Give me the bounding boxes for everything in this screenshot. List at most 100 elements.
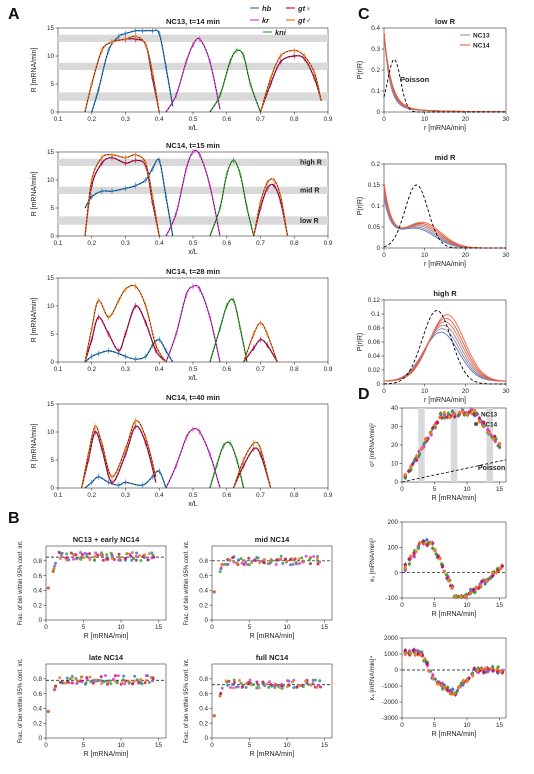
cumulant-point [461,679,466,683]
data-point [174,212,178,215]
y-tick-label: 0 [204,617,208,624]
fraction-point [144,679,148,683]
fraction-point [250,561,254,565]
data-point [124,453,127,456]
fraction-point [269,559,273,563]
x-tick-label: 0.8 [290,366,299,373]
x-tick-label: 0.8 [290,116,299,123]
fraction-point [80,675,84,679]
legend-label-nc14: NC14 [473,43,490,50]
data-point [141,29,144,32]
y-tick-label: 0.8 [199,558,208,565]
data-point [185,436,188,439]
fraction-point [241,684,245,688]
cumulant-point [427,669,431,673]
fraction-point [239,681,243,685]
chart-title: late NC14 [89,653,124,662]
fraction-point [147,681,151,685]
x-tick-label: 10 [117,742,125,749]
cumulant-point [442,411,446,415]
fraction-point [57,550,61,554]
y-tick-label: 0.06 [368,339,381,346]
fraction-point [123,682,127,686]
y-tick-label: 0 [394,479,398,486]
y-tick-label: 0 [376,381,380,388]
band-label-low: low R [300,218,319,225]
x-tick-label: 5 [433,722,437,729]
fraction-point [85,555,89,559]
band-label-mid: mid R [300,188,319,195]
y-axis-label: R [mRNA/min] [31,298,38,343]
fraction-point [71,557,75,561]
fraction-point [224,679,228,683]
x-tick-label: 0.7 [256,492,265,499]
data-point [100,162,104,165]
y-tick-label: 0.2 [371,161,380,168]
y-axis-label: κ₃ [mRNA/min]³ [369,538,376,582]
cumulant-point [403,648,407,652]
fraction-point [234,685,238,689]
data-point [208,184,212,187]
fraction-point [103,679,107,683]
fraction-point [219,566,223,570]
plot-frame [383,299,507,385]
y-tick-label: 0.1 [371,88,380,95]
data-point [134,29,137,32]
y-tick-label: 0.6 [33,691,42,698]
x-tick-label: 0 [382,252,386,259]
panel-letter-d: D [358,386,370,403]
cumulant-point [435,421,440,425]
expression-band [450,408,458,482]
cumulant-point [411,648,416,652]
y-tick-label: 0.1 [371,311,380,318]
data-point [225,304,228,308]
cumulant-point [403,563,407,567]
data-point [164,66,168,69]
y-tick-label: 0.4 [371,25,380,32]
fraction-point [247,680,251,684]
data-point [158,338,161,341]
fraction-point [281,561,285,565]
data-point [174,332,178,336]
fraction-point [146,558,150,562]
fraction-point [133,674,137,678]
data-point [100,49,104,52]
cumulant-point [463,594,467,598]
y-tick-label: 0.4 [33,706,42,713]
x-tick-label: 0.4 [155,492,164,499]
cumulant-point [459,681,463,685]
cumulant-point [469,591,473,596]
fraction-point [235,561,239,565]
fraction-point [254,559,258,563]
fraction-point [64,556,68,560]
fraction-point [93,558,97,562]
fraction-point [137,681,141,685]
chart-A1: 0.1 0.2 0.3 0.4 0.5 0.6 0.7 0.8 0.9 0 5 10 15 x/L R [m… [31,17,333,132]
fraction-point [113,674,117,678]
band-label-high: high R [300,160,322,167]
fraction-point [59,554,63,558]
expression-band [58,158,328,166]
cumulant-point [459,594,463,599]
data-point [198,430,201,434]
y-tick-label: 0.02 [368,367,381,374]
cumulant-point [407,562,411,566]
x-tick-label: 10 [283,742,291,749]
data-point [259,447,262,450]
x-axis-label: r [mRNA/min] [424,261,466,268]
fraction-point [308,562,312,566]
fraction-point [294,561,298,565]
fraction-point [278,686,282,690]
fit-line [209,441,244,489]
x-tick-label: 0.6 [222,240,231,247]
fraction-point [109,551,113,555]
fraction-point [58,557,62,561]
y-tick-label: 10 [47,53,55,60]
series-line [243,338,278,363]
fraction-point [134,558,138,562]
data-point [218,94,222,97]
fraction-point [262,558,266,562]
data-point [259,453,262,456]
data-point [225,173,228,176]
fraction-point [318,679,322,683]
